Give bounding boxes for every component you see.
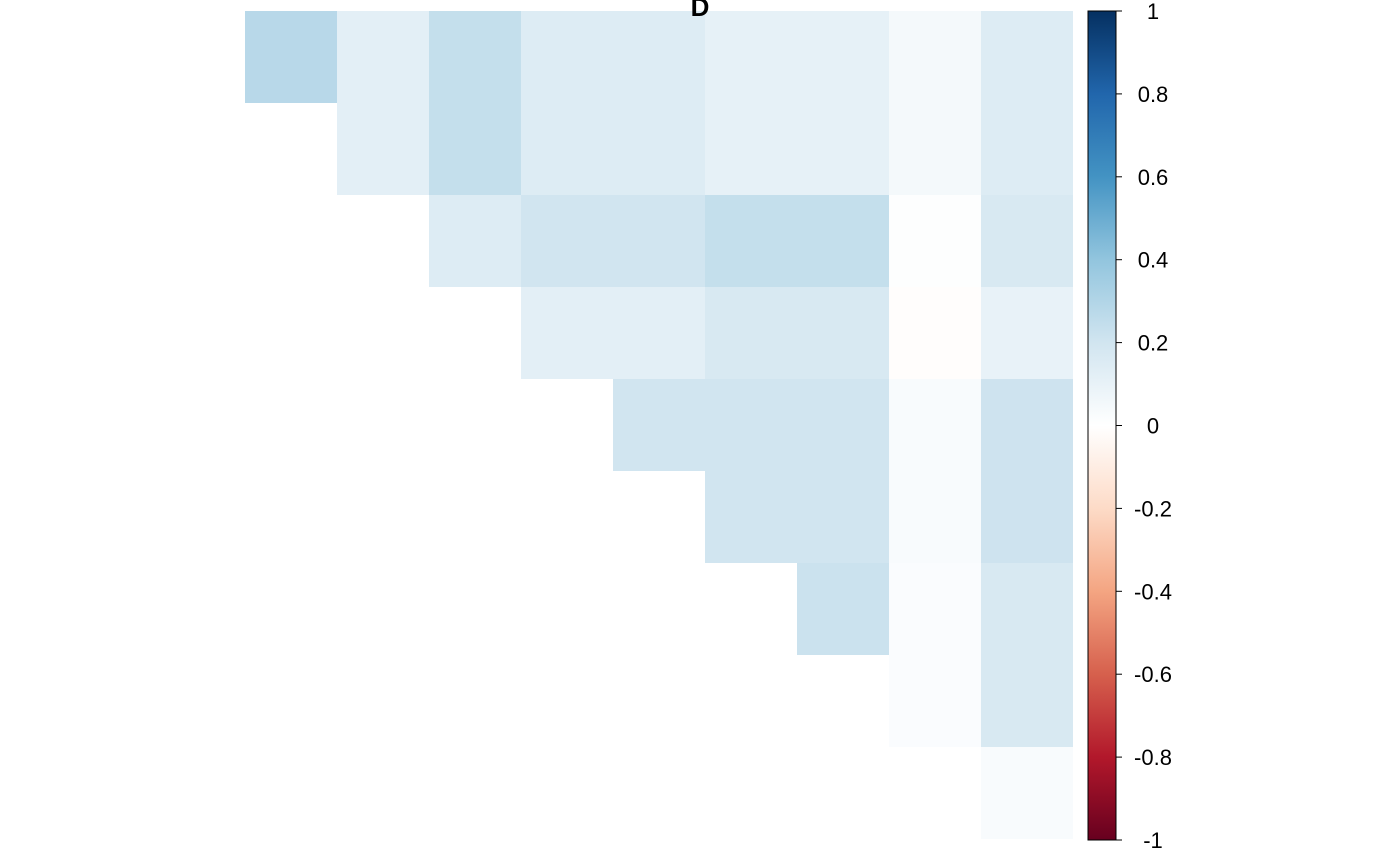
- heatmap-cell: [337, 103, 429, 195]
- heatmap-cell: [981, 11, 1073, 103]
- heatmap-cell: [705, 287, 889, 379]
- heatmap-cell: [521, 287, 705, 379]
- heatmap-cell: [981, 287, 1073, 379]
- heatmap-cell: [889, 563, 981, 655]
- heatmap-cell: [889, 11, 981, 103]
- heatmap-cell: [797, 563, 889, 655]
- heatmap-cell: [429, 11, 521, 103]
- heatmap-cell: [521, 103, 705, 195]
- heatmap-cell: [981, 471, 1073, 563]
- colorbar-tick-label: 1: [1147, 0, 1159, 24]
- colorbar-tick-label: 0.4: [1138, 248, 1169, 273]
- heatmap-cell: [889, 195, 981, 287]
- heatmap-cell: [521, 11, 705, 103]
- colorbar-tick-label: 0.6: [1138, 165, 1169, 190]
- heatmap-cell: [889, 287, 981, 379]
- heatmap-cell: [889, 103, 981, 195]
- heatmap-cell: [889, 379, 981, 471]
- heatmap-cell: [981, 103, 1073, 195]
- heatmap-cell: [981, 747, 1073, 839]
- colorbar-tick-label: -0.2: [1134, 496, 1172, 521]
- heatmap-cell: [613, 379, 705, 471]
- heatmap-cell: [981, 563, 1073, 655]
- chart-title: D: [691, 0, 710, 22]
- colorbar-gradient: [1087, 10, 1117, 841]
- colorbar-tick-label: 0.8: [1138, 82, 1169, 107]
- heatmap-cell: [705, 103, 889, 195]
- heatmap-cell: [705, 379, 889, 471]
- heatmap-cell: [429, 195, 521, 287]
- heatmap-cell: [981, 655, 1073, 747]
- heatmap-cell: [981, 379, 1073, 471]
- colorbar-tick-label: -0.8: [1134, 745, 1172, 770]
- heatmap-cell: [981, 195, 1073, 287]
- heatmap-cell: [245, 11, 337, 103]
- heatmap-cell: [705, 11, 889, 103]
- colorbar-tick-label: -1: [1143, 828, 1163, 853]
- heatmap-cell: [521, 195, 705, 287]
- colorbar-tick-label: 0.2: [1138, 331, 1169, 356]
- heatmap-cell: [705, 195, 889, 287]
- heatmap-cell: [889, 655, 981, 747]
- colorbar-tick-label: 0: [1147, 414, 1159, 439]
- heatmap-cell: [889, 471, 981, 563]
- heatmap-cell: [429, 103, 521, 195]
- heatmap-cell: [705, 471, 889, 563]
- colorbar: 1 0.8 0.6 0.4 0.2 0 -0.2 -0.4 -0.6 -0.8 -1: [1087, 0, 1172, 853]
- heatmap-cells: [245, 11, 1073, 839]
- colorbar-tick-label: -0.4: [1134, 579, 1172, 604]
- heatmap-cell: [337, 11, 429, 103]
- colorbar-tick-label: -0.6: [1134, 662, 1172, 687]
